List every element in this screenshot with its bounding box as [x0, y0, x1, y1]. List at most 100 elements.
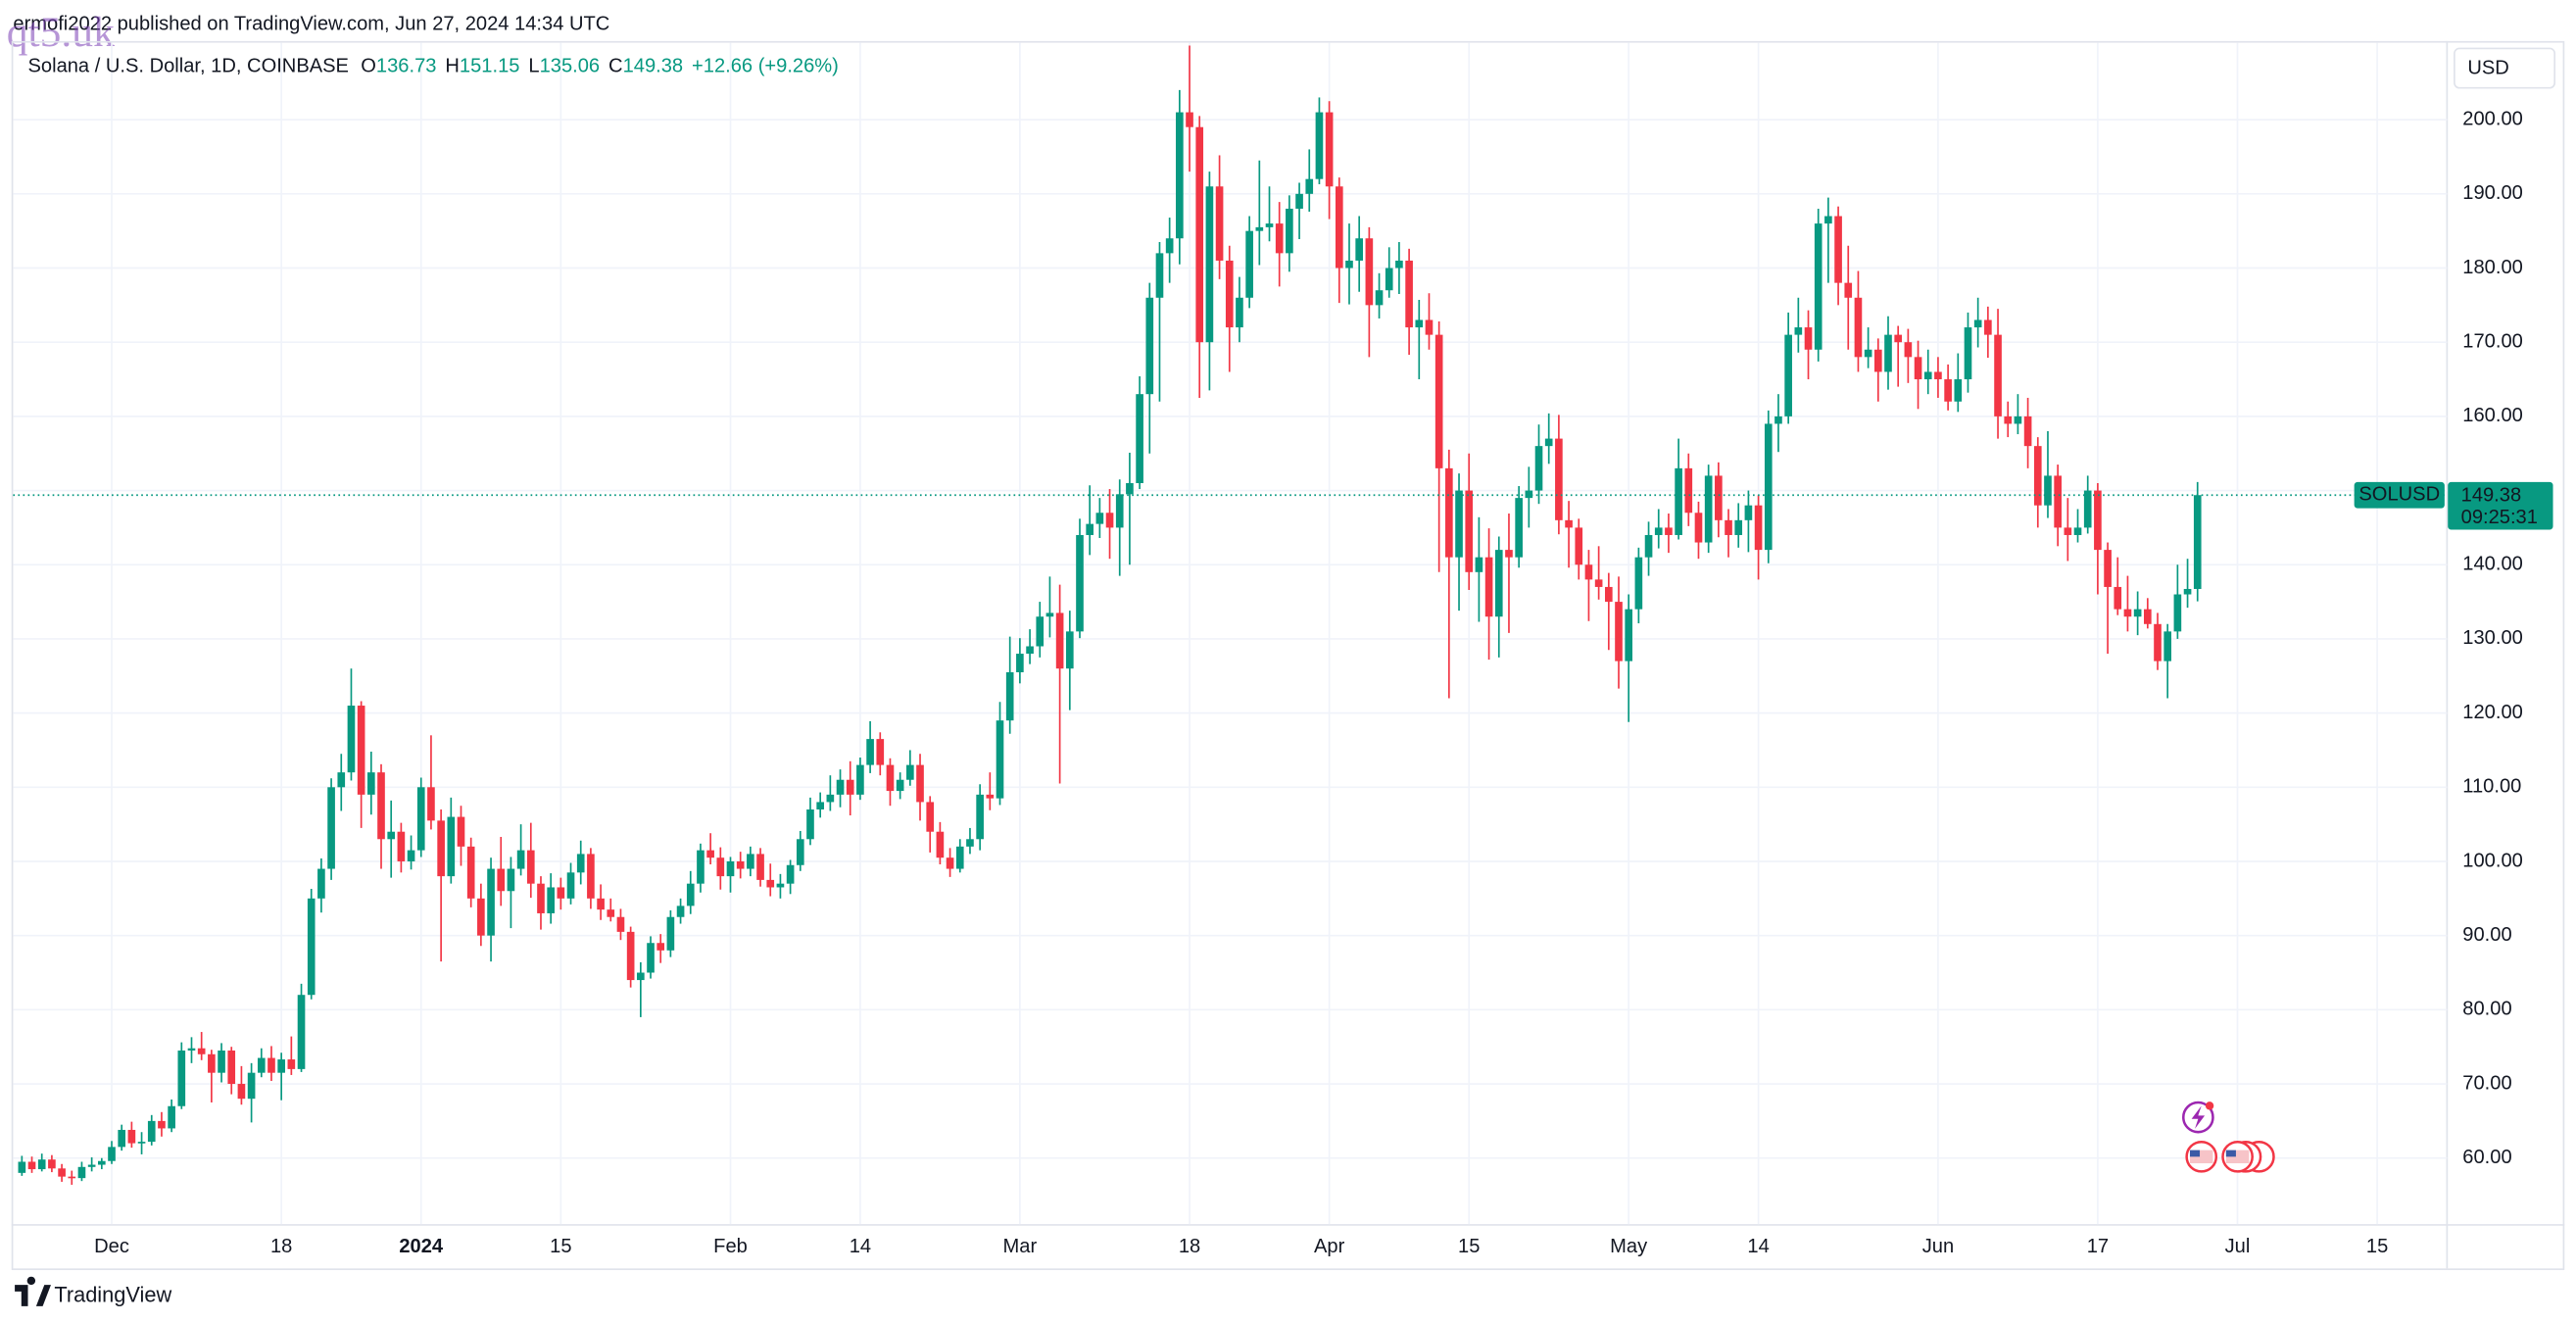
brand-name: TradingView [54, 1283, 171, 1307]
candle-body [747, 854, 754, 869]
candle-body [2163, 631, 2172, 661]
candle-body [2104, 550, 2112, 587]
candle-body [1694, 513, 1703, 543]
candle-body [18, 1161, 26, 1173]
candle-body [1494, 550, 1503, 617]
candle-body [1105, 513, 1114, 528]
candle-body [537, 883, 545, 913]
candle-body [327, 787, 335, 869]
candle-body [1026, 646, 1034, 655]
candle-body [1744, 505, 1753, 520]
candle-body [1725, 519, 1732, 535]
candle-body [1465, 490, 1474, 572]
candle-body [1136, 394, 1143, 483]
candle-body [1864, 349, 1872, 358]
candle-body [1923, 371, 1932, 380]
candle-body [1065, 631, 1074, 669]
symbol-tag-label: SOLUSD [2358, 484, 2440, 506]
candle-body [307, 898, 316, 996]
candle-body [466, 846, 475, 899]
candle-body [1764, 423, 1773, 551]
candle-body [137, 1142, 146, 1144]
x-tick-label: 2024 [399, 1236, 444, 1257]
candle-body [697, 850, 705, 884]
candle-body [1005, 671, 1014, 721]
candle-body [816, 802, 824, 810]
candle-body [647, 943, 655, 973]
x-tick-label: 17 [2087, 1236, 2109, 1257]
watermark: qt5.uk [7, 9, 115, 56]
candle-body [766, 879, 775, 888]
events [2182, 1101, 2275, 1173]
candle-body [177, 1050, 186, 1106]
candle-body [1405, 260, 1413, 328]
candle-body [1076, 534, 1084, 632]
candle-body [996, 720, 1004, 799]
candle-body [786, 864, 795, 884]
candle-body [1395, 260, 1403, 269]
candle-body [237, 1084, 246, 1100]
brand-logo [15, 1276, 51, 1306]
candle-body [1904, 342, 1913, 358]
candle-body [616, 916, 625, 932]
flag-canton [2225, 1150, 2236, 1157]
candle-body [1734, 519, 1743, 535]
candle-body [58, 1168, 66, 1177]
candle-body [337, 772, 346, 788]
candle-body [1155, 253, 1164, 298]
candle-body [1505, 550, 1513, 558]
candle-body [966, 839, 974, 847]
x-tick-label: 15 [1458, 1236, 1480, 1257]
candle-body [1555, 438, 1563, 520]
candle-body [1215, 186, 1224, 261]
candle-body [98, 1160, 106, 1165]
candle-body [716, 857, 725, 877]
candle-body [1255, 226, 1264, 231]
candle-body [1205, 186, 1214, 343]
candle-body [1036, 616, 1045, 647]
candle-body [1335, 186, 1343, 269]
candle-body [866, 739, 874, 765]
candle-body [1475, 557, 1483, 572]
low-label: L [528, 56, 539, 77]
candle-body [1016, 654, 1024, 672]
candle-body [118, 1129, 126, 1148]
candle-body [566, 872, 575, 899]
candle-body [547, 887, 555, 913]
x-tick-label: 14 [850, 1236, 871, 1257]
candle-body [1644, 534, 1653, 558]
x-tick-label: May [1610, 1236, 1648, 1257]
candle-body [2123, 609, 2132, 617]
x-tick-label: 15 [2366, 1236, 2388, 1257]
y-tick-label: 200.00 [2462, 108, 2523, 129]
candle-body [1634, 557, 1643, 610]
currency-button[interactable] [2454, 47, 2556, 89]
candle-body [1455, 490, 1463, 558]
candle-body [187, 1048, 196, 1051]
candle-body [2044, 475, 2052, 506]
candle-body [437, 820, 445, 877]
candle-body [2173, 594, 2182, 632]
candle-body [1225, 260, 1234, 328]
candle-body [1375, 290, 1384, 306]
candle-body [1565, 519, 1573, 528]
candle-body [607, 909, 615, 917]
candle-body [886, 764, 895, 792]
candle-body [1275, 223, 1284, 254]
candle-body [1265, 223, 1274, 227]
close-value: 149.38 [623, 56, 684, 77]
open-label: O [361, 56, 376, 77]
candle-body [1286, 208, 1293, 254]
currency[interactable]: USD [2467, 58, 2508, 79]
candle-body [507, 868, 515, 892]
candle-body [1873, 349, 1882, 372]
candle-body [108, 1147, 116, 1161]
candle-body [427, 787, 435, 821]
candle-body [247, 1072, 256, 1100]
candle-body [1245, 230, 1253, 298]
candle-body [1115, 494, 1124, 528]
y-tick-label: 190.00 [2462, 182, 2523, 204]
candle-body [706, 850, 714, 858]
candle-body [557, 887, 565, 899]
